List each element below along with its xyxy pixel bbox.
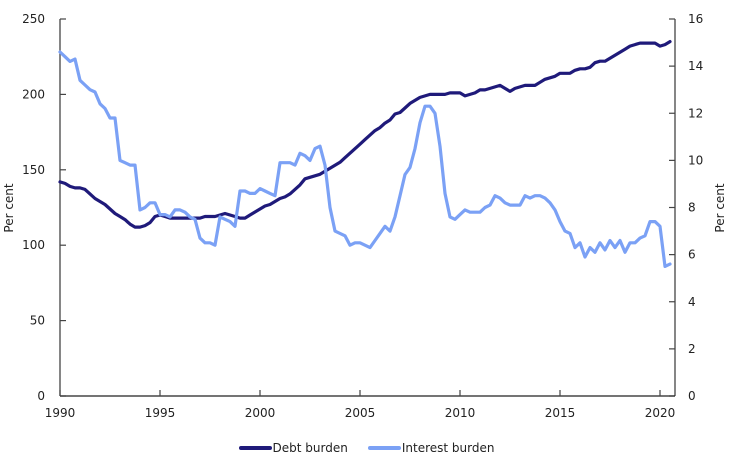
left-tick-label: 250 <box>22 12 45 26</box>
x-tick-label: 2000 <box>245 406 276 420</box>
right-tick-label: 6 <box>688 248 696 262</box>
x-tick-label: 2015 <box>545 406 576 420</box>
legend-label: Interest burden <box>401 441 495 455</box>
x-axis: 1990 1995 2000 2005 2010 2015 2020 <box>45 390 676 420</box>
legend-item-debt-burden: Debt burden <box>238 441 348 455</box>
left-tick-label: 50 <box>30 314 45 328</box>
series-layer <box>58 40 672 268</box>
right-tick-label: 4 <box>688 295 696 309</box>
x-tick-label: 2005 <box>345 406 376 420</box>
left-tick-label: 200 <box>22 87 45 101</box>
left-tick-label: 0 <box>37 389 45 403</box>
x-tick-label: 1990 <box>45 406 76 420</box>
legend: Debt burden Interest burden <box>0 441 733 455</box>
legend-label: Debt burden <box>272 441 348 455</box>
x-tick-label: 1995 <box>145 406 176 420</box>
right-tick-label: 8 <box>688 201 696 215</box>
right-tick-label: 10 <box>688 153 703 167</box>
interest-burden-swatch <box>367 446 401 450</box>
x-tick-label: 2020 <box>645 406 676 420</box>
right-tick-label: 12 <box>688 106 703 120</box>
debt-burden-swatch <box>238 446 272 450</box>
left-y-axis: 0 50 100 150 200 250 <box>22 12 66 403</box>
right-tick-label: 14 <box>688 59 703 73</box>
left-tick-label: 100 <box>22 238 45 252</box>
legend-item-interest-burden: Interest burden <box>367 441 495 455</box>
right-tick-label: 16 <box>688 12 703 26</box>
left-axis-title: Per cent <box>2 183 16 233</box>
left-tick-label: 150 <box>22 163 45 177</box>
right-y-axis: 0 2 4 6 8 10 12 14 16 <box>669 12 703 403</box>
right-axis-title: Per cent <box>713 183 727 233</box>
x-tick-label: 2010 <box>445 406 476 420</box>
interest-burden-line <box>58 50 672 268</box>
right-tick-label: 0 <box>688 389 696 403</box>
debt-burden-line <box>58 40 672 229</box>
right-tick-label: 2 <box>688 342 696 356</box>
